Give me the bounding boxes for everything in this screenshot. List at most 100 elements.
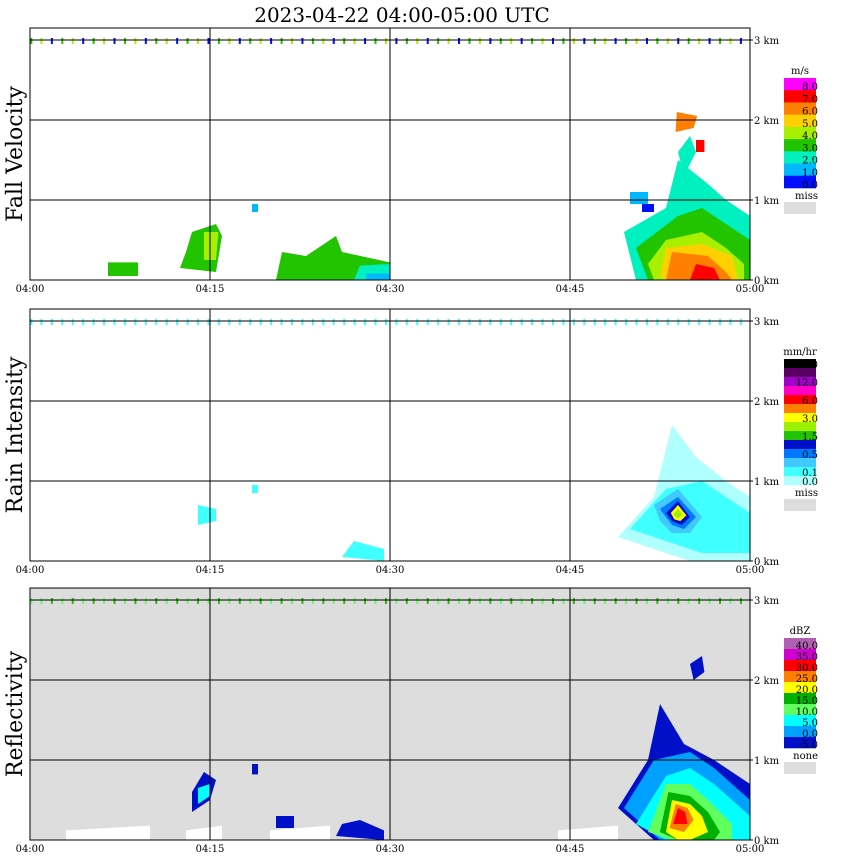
clutter-mark bbox=[291, 319, 293, 325]
clutter-mark bbox=[343, 598, 346, 604]
colorbar-miss-swatch bbox=[784, 202, 816, 214]
time-tick-label: 04:30 bbox=[376, 565, 405, 576]
colorbar-unit: mm/hr bbox=[783, 347, 817, 358]
echo-region bbox=[342, 541, 384, 561]
colorbar-label: 3.0 bbox=[802, 414, 818, 425]
clutter-mark bbox=[625, 38, 628, 44]
colorbar-unit: m/s bbox=[791, 66, 809, 77]
no-echo-region bbox=[186, 825, 222, 840]
colorbar-label: -5.0 bbox=[799, 740, 818, 751]
clutter-mark bbox=[228, 38, 231, 44]
clutter-mark bbox=[520, 598, 523, 604]
clutter-mark bbox=[332, 598, 335, 604]
clutter-mark bbox=[61, 598, 64, 604]
clutter-mark bbox=[510, 598, 513, 604]
clutter-mark bbox=[520, 319, 523, 325]
clutter-mark bbox=[322, 319, 325, 325]
colorbar-swatch bbox=[784, 139, 816, 152]
clutter-mark bbox=[165, 38, 168, 44]
clutter-mark bbox=[614, 319, 617, 325]
clutter-mark bbox=[113, 319, 116, 325]
colorbar-swatch bbox=[784, 458, 816, 468]
clutter-mark bbox=[40, 38, 43, 44]
clutter-mark bbox=[311, 598, 314, 604]
echo-region bbox=[673, 808, 688, 824]
clutter-mark bbox=[708, 38, 711, 44]
height-tick-label: 2 km bbox=[754, 676, 780, 687]
clutter-mark bbox=[165, 598, 168, 604]
colorbar-label: 40.0 bbox=[796, 641, 818, 652]
colorbar-swatch bbox=[784, 440, 816, 450]
colorbar-swatch bbox=[784, 102, 816, 115]
clutter-mark bbox=[552, 598, 554, 604]
clutter-mark bbox=[719, 598, 722, 604]
clutter-mark bbox=[645, 38, 648, 44]
clutter-mark bbox=[687, 319, 690, 325]
clutter-mark bbox=[416, 38, 419, 44]
colorbar-label: 2.0 bbox=[802, 156, 818, 167]
echo-region bbox=[675, 112, 698, 132]
clutter-mark bbox=[437, 319, 440, 325]
clutter-mark bbox=[92, 38, 95, 44]
clutter-mark bbox=[531, 319, 534, 325]
clutter-mark bbox=[186, 38, 189, 44]
clutter-mark bbox=[134, 38, 137, 44]
clutter-mark bbox=[144, 38, 147, 44]
colorbar-swatch bbox=[784, 422, 816, 432]
clutter-mark bbox=[176, 598, 179, 604]
clutter-mark bbox=[468, 598, 471, 604]
clutter-mark bbox=[719, 38, 722, 44]
clutter-mark bbox=[520, 38, 523, 44]
clutter-mark bbox=[259, 598, 262, 604]
clutter-mark bbox=[82, 598, 85, 604]
clutter-mark bbox=[353, 598, 356, 604]
clutter-mark bbox=[447, 319, 450, 325]
clutter-mark bbox=[478, 598, 481, 604]
clutter-mark bbox=[270, 38, 273, 44]
colorbar-swatch bbox=[784, 151, 816, 164]
colorbar-label: 7.0 bbox=[802, 94, 818, 105]
colorbar-label: 0.1 bbox=[802, 468, 818, 479]
clutter-mark bbox=[541, 598, 544, 604]
clutter-mark bbox=[604, 319, 607, 325]
clutter-mark bbox=[30, 319, 33, 325]
clutter-mark bbox=[478, 319, 481, 325]
clutter-mark bbox=[384, 598, 387, 604]
clutter-mark bbox=[426, 598, 429, 604]
time-tick-label: 04:45 bbox=[556, 284, 585, 295]
clutter-mark bbox=[332, 319, 335, 325]
colorbar-swatch bbox=[784, 377, 816, 387]
colorbar-label: 6.0 bbox=[802, 396, 818, 407]
clutter-mark bbox=[186, 319, 189, 325]
clutter-mark bbox=[562, 38, 565, 44]
clutter-mark bbox=[405, 38, 408, 44]
clutter-mark bbox=[489, 598, 492, 604]
clutter-mark bbox=[489, 319, 492, 325]
colorbar-swatch bbox=[784, 395, 816, 405]
clutter-mark bbox=[291, 598, 293, 604]
clutter-mark bbox=[353, 38, 356, 44]
colorbar-label: 25.0 bbox=[796, 674, 818, 685]
clutter-mark bbox=[103, 319, 106, 325]
clutter-mark bbox=[113, 38, 116, 44]
height-tick-label: 3 km bbox=[754, 317, 780, 328]
colorbar-label: 3.0 bbox=[802, 143, 818, 154]
clutter-mark bbox=[197, 38, 200, 44]
height-tick-label: 2 km bbox=[754, 116, 780, 127]
colorbar-label: 10.0 bbox=[796, 707, 818, 718]
clutter-mark bbox=[583, 598, 586, 604]
clutter-mark bbox=[604, 598, 607, 604]
clutter-mark bbox=[364, 598, 367, 604]
clutter-mark bbox=[217, 598, 220, 604]
echo-region bbox=[630, 192, 648, 204]
clutter-mark bbox=[217, 38, 220, 44]
clutter-mark bbox=[384, 319, 387, 325]
panel-label: Reflectivity bbox=[3, 650, 28, 777]
clutter-mark bbox=[123, 38, 126, 44]
clutter-mark bbox=[583, 38, 586, 44]
echo-region bbox=[690, 656, 705, 680]
echo-region bbox=[252, 764, 258, 775]
clutter-mark bbox=[238, 38, 241, 44]
clutter-mark bbox=[635, 598, 638, 604]
echo-region bbox=[276, 816, 294, 828]
